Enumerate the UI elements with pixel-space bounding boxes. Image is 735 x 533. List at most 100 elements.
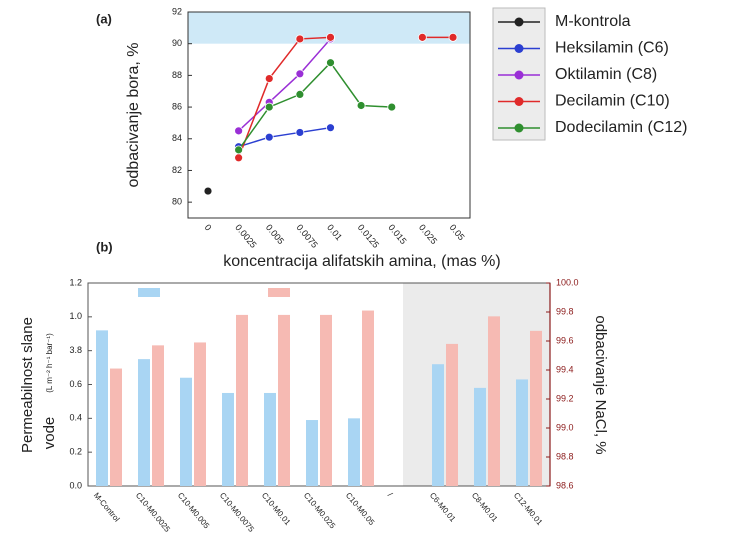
- data-point: [264, 74, 274, 83]
- panel-label: (b): [96, 239, 113, 254]
- x-tick-label: M-Control: [92, 491, 122, 524]
- x-tick-label: 0.0025: [233, 222, 258, 250]
- x-tick-label: /: [386, 491, 395, 499]
- y-tick-label: 0.0: [69, 480, 82, 490]
- y-tick-label: 90: [172, 38, 182, 48]
- y-tick-label: 86: [172, 101, 182, 111]
- bar: [138, 359, 150, 486]
- data-point: [203, 186, 213, 196]
- legend-label: M-kontrola: [555, 13, 631, 30]
- data-point: [234, 145, 244, 155]
- y-tick-label: 0.4: [69, 413, 82, 423]
- x-tick-label: C10-M0.05: [344, 491, 377, 528]
- data-point: [295, 90, 305, 99]
- data-point: [234, 126, 244, 136]
- y2-tick-label: 98.6: [556, 480, 574, 490]
- y2-tick-label: 99.4: [556, 364, 574, 374]
- y-tick-label: 82: [172, 165, 182, 175]
- bar: [474, 387, 486, 486]
- legend-marker: [514, 44, 524, 53]
- data-point: [356, 101, 366, 110]
- plot-frame: [187, 11, 471, 219]
- data-point: [295, 34, 305, 44]
- bar: [194, 342, 206, 486]
- data-point: [234, 153, 244, 163]
- bar: [362, 310, 374, 486]
- x-tick-label: 0.005: [264, 222, 286, 246]
- y-tick-label: 88: [172, 70, 182, 80]
- bar: [306, 420, 318, 486]
- y2-tick-label: 99.0: [556, 422, 574, 432]
- x-tick-label: 0.0125: [356, 222, 381, 250]
- bar: [432, 364, 444, 486]
- series-line: [237, 36, 453, 159]
- x-tick-label: C10-M0.0025: [134, 491, 172, 533]
- legend-marker: [514, 17, 524, 27]
- y-tick-label: 3.8: [69, 345, 82, 355]
- bar: [152, 345, 164, 486]
- y-axis-label: Permeabilnost slane: [19, 317, 36, 453]
- legend-marker: [514, 123, 524, 133]
- y-tick-label: 0.2: [69, 447, 82, 457]
- data-point: [326, 123, 335, 133]
- series-line: [238, 126, 331, 148]
- y-tick-label: 92: [172, 6, 182, 16]
- bar: [348, 418, 360, 486]
- y2-tick-label: 98.8: [556, 451, 574, 461]
- series-line: [238, 61, 392, 151]
- bar: [110, 368, 122, 486]
- data-point: [387, 102, 397, 112]
- y-tick-label: 1.0: [69, 311, 82, 321]
- data-point: [264, 102, 274, 112]
- legend-label: Dodecilamin (C12): [555, 119, 688, 136]
- data-point: [326, 32, 335, 42]
- y-tick-label: 1.2: [69, 277, 82, 287]
- y-axis-label: vode: [41, 417, 58, 450]
- x-tick-label: C10-M0.025: [302, 491, 338, 531]
- y2-tick-label: 99.8: [556, 306, 574, 316]
- x-tick-label: 0.0075: [295, 222, 320, 250]
- legend-swatch: [138, 288, 160, 297]
- panel-label: (a): [96, 11, 112, 26]
- x-tick-label: C10-M0.01: [260, 491, 293, 528]
- legend-marker: [514, 70, 524, 80]
- x-tick-label: 0: [203, 222, 214, 232]
- data-point: [295, 69, 305, 79]
- bar: [180, 377, 192, 486]
- bar: [278, 314, 290, 486]
- y2-tick-label: 99.2: [556, 393, 574, 403]
- x-tick-label: C10-M0.005: [176, 491, 212, 531]
- y2-tick-label: 100.0: [556, 277, 579, 287]
- data-point: [264, 132, 274, 142]
- legend-label: Oktilamin (C8): [555, 66, 657, 83]
- data-point: [448, 32, 458, 42]
- bar: [446, 343, 458, 486]
- y-axis-label: odbacivanje bora, %: [125, 43, 142, 188]
- x-axis-label: koncentracija alifatskih amina, (mas %): [223, 253, 500, 270]
- x-tick-label: C6-M0.01: [428, 491, 458, 524]
- legend-label: Heksilamin (C6): [555, 40, 669, 57]
- y2-axis-label: odbacivanje NaCl, %: [592, 315, 609, 454]
- y-tick-label: 80: [172, 197, 182, 207]
- bar: [320, 314, 332, 486]
- y-tick-label: 0.6: [69, 379, 82, 389]
- data-point: [326, 58, 335, 68]
- data-point: [295, 128, 305, 137]
- y-tick-label: 84: [172, 133, 182, 143]
- x-tick-label: 0.025: [417, 222, 439, 246]
- x-tick-label: C12-M0.01: [512, 491, 545, 528]
- x-tick-label: 0.05: [448, 222, 467, 242]
- legend-marker: [514, 97, 524, 106]
- legend-label: Decilamin (C10): [555, 93, 670, 110]
- series-line: [238, 38, 332, 132]
- bar: [516, 379, 528, 486]
- y2-tick-label: 99.6: [556, 335, 574, 345]
- bar: [264, 392, 276, 486]
- bar: [488, 316, 500, 486]
- y-axis-units: (L m⁻² h⁻¹ bar⁻¹): [45, 333, 54, 393]
- bar: [96, 330, 108, 486]
- legend-swatch: [268, 288, 290, 297]
- data-point: [417, 32, 427, 42]
- x-tick-label: C8-M0.01: [470, 491, 500, 524]
